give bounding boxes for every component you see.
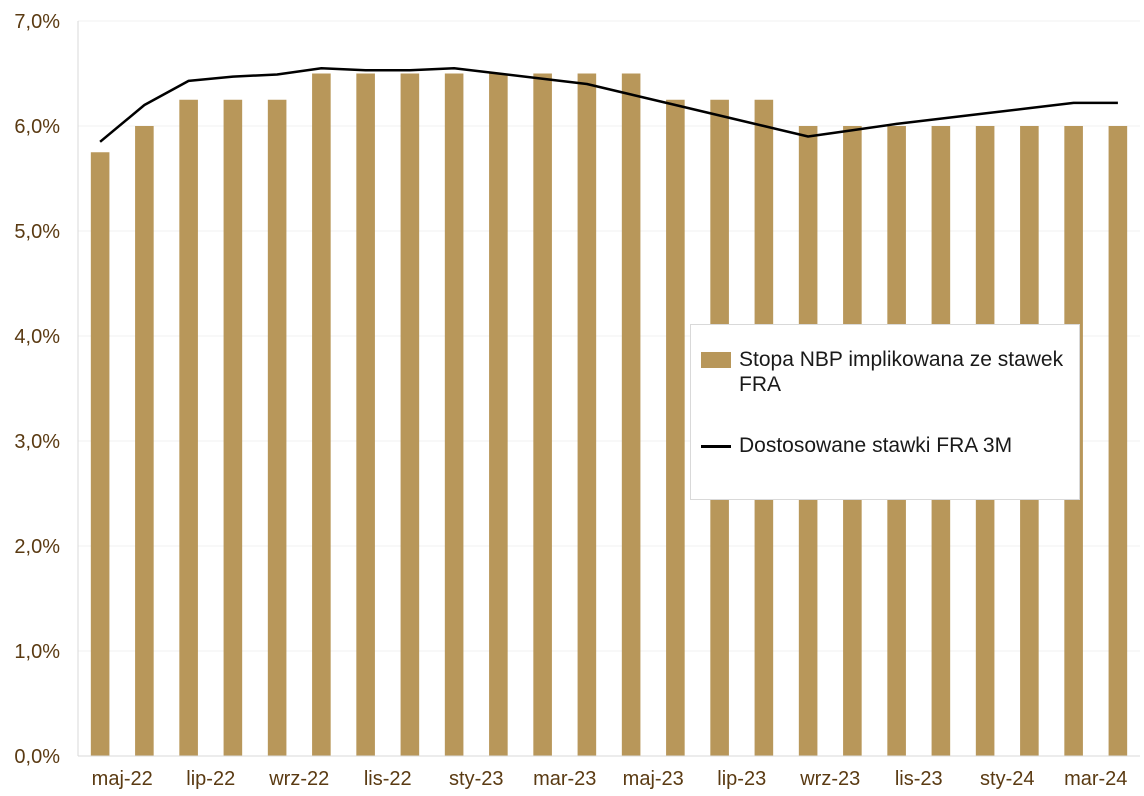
legend-line-label: Dostosowane stawki FRA 3M bbox=[739, 434, 1013, 457]
x-tick-label: lis-22 bbox=[364, 768, 412, 790]
x-tick-label: sty-24 bbox=[980, 768, 1034, 790]
bar bbox=[489, 73, 508, 756]
x-tick-label: sty-23 bbox=[449, 768, 503, 790]
grid-layer bbox=[78, 20, 1140, 652]
bar bbox=[356, 73, 375, 756]
bar bbox=[312, 73, 331, 756]
x-tick-label: maj-23 bbox=[623, 768, 684, 790]
bar bbox=[267, 99, 287, 756]
bar bbox=[533, 73, 552, 756]
x-tick-label: maj-22 bbox=[92, 768, 153, 790]
bar bbox=[621, 73, 641, 756]
bar bbox=[179, 99, 198, 756]
legend-item-line: Dostosowane stawki FRA 3M bbox=[701, 433, 1079, 458]
bar bbox=[223, 99, 243, 756]
axes bbox=[77, 21, 1140, 757]
series-line bbox=[99, 67, 1118, 143]
bar bbox=[1108, 126, 1128, 756]
line-series bbox=[99, 67, 1118, 143]
bar bbox=[444, 73, 464, 756]
bar bbox=[90, 152, 110, 756]
x-tick-label: mar-23 bbox=[533, 768, 596, 790]
bar bbox=[400, 73, 420, 756]
legend-line-swatch bbox=[701, 445, 731, 448]
x-tick-label: lis-23 bbox=[895, 768, 943, 790]
legend-item-bars: Stopa NBP implikowana ze stawek FRA bbox=[701, 347, 1079, 397]
y-tick-label: 2,0% bbox=[14, 536, 60, 558]
x-tick-label: lip-22 bbox=[186, 768, 235, 790]
legend-bar-label: Stopa NBP implikowana ze stawek FRA bbox=[739, 348, 1064, 396]
x-tick-label: mar-24 bbox=[1064, 768, 1127, 790]
y-tick-label: 7,0% bbox=[14, 11, 60, 33]
x-axis-ticks: maj-22 lip-22 wrz-22 lis-22 sty-23 mar-23 maj-… bbox=[92, 768, 1128, 790]
bar bbox=[135, 126, 154, 756]
bar bbox=[577, 73, 597, 756]
legend: Stopa NBP implikowana ze stawek FRA Dost… bbox=[690, 324, 1080, 500]
x-tick-label: lip-23 bbox=[717, 768, 766, 790]
bar bbox=[666, 99, 685, 756]
y-tick-label: 4,0% bbox=[14, 326, 60, 348]
x-tick-label: wrz-23 bbox=[799, 768, 860, 790]
y-tick-label: 3,0% bbox=[14, 431, 60, 453]
y-axis-ticks: 0,0% 1,0% 2,0% 3,0% 4,0% 5,0% 6,0% 7,0% bbox=[14, 11, 60, 768]
legend-bar-swatch bbox=[701, 352, 731, 368]
y-tick-label: 6,0% bbox=[14, 116, 60, 138]
x-tick-label: wrz-22 bbox=[268, 768, 329, 790]
y-tick-label: 0,0% bbox=[14, 746, 60, 768]
y-tick-label: 1,0% bbox=[14, 641, 60, 663]
y-tick-label: 5,0% bbox=[14, 221, 60, 243]
